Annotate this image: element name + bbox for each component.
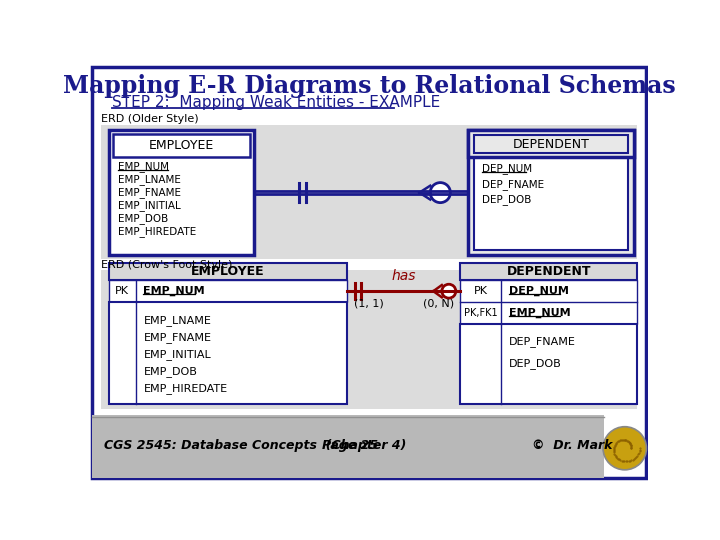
FancyBboxPatch shape (461, 264, 637, 280)
Text: EMP_INITIAL: EMP_INITIAL (118, 200, 181, 211)
Text: PK: PK (114, 286, 129, 296)
Text: (0, N): (0, N) (423, 299, 454, 309)
FancyBboxPatch shape (101, 125, 637, 259)
Text: DEP_FNAME: DEP_FNAME (482, 179, 544, 190)
Text: ERD (Crow's Foot Style): ERD (Crow's Foot Style) (101, 260, 233, 270)
FancyBboxPatch shape (474, 135, 628, 153)
FancyBboxPatch shape (468, 130, 634, 255)
Text: DEP_NUM: DEP_NUM (508, 286, 568, 296)
Text: EMP_DOB: EMP_DOB (118, 213, 168, 224)
FancyBboxPatch shape (461, 280, 637, 323)
Circle shape (431, 183, 451, 202)
FancyBboxPatch shape (109, 280, 347, 302)
Text: DEPENDENT: DEPENDENT (513, 138, 590, 151)
Text: EMP_HIREDATE: EMP_HIREDATE (118, 226, 196, 238)
FancyBboxPatch shape (461, 323, 637, 403)
Text: EMP_NUM: EMP_NUM (508, 308, 570, 318)
Text: ©  Dr. Mark: © Dr. Mark (532, 440, 612, 453)
Text: Page 25: Page 25 (322, 440, 378, 453)
FancyBboxPatch shape (109, 302, 347, 403)
Text: (1, 1): (1, 1) (354, 299, 384, 309)
Text: DEPENDENT: DEPENDENT (507, 266, 591, 279)
Text: EMP_NUM: EMP_NUM (118, 161, 169, 172)
Text: DEP_DOB: DEP_DOB (508, 358, 562, 369)
Text: EMP_INITIAL: EMP_INITIAL (143, 349, 211, 360)
FancyBboxPatch shape (474, 136, 628, 249)
Text: EMPLOYEE: EMPLOYEE (191, 266, 265, 279)
Text: CGS 2545: Database Concepts  (Chapter 4): CGS 2545: Database Concepts (Chapter 4) (104, 440, 406, 453)
Text: EMP_DOB: EMP_DOB (143, 366, 197, 377)
Text: DEP_FNAME: DEP_FNAME (508, 336, 575, 347)
Text: EMP_FNAME: EMP_FNAME (118, 187, 181, 198)
Text: PK,FK1: PK,FK1 (464, 308, 498, 318)
Text: Mapping E-R Diagrams to Relational Schemas: Mapping E-R Diagrams to Relational Schem… (63, 75, 675, 98)
Text: ERD (Older Style): ERD (Older Style) (101, 114, 199, 124)
Text: EMP_HIREDATE: EMP_HIREDATE (143, 383, 228, 394)
Text: EMP_FNAME: EMP_FNAME (143, 332, 212, 343)
Text: DEP_DOB: DEP_DOB (482, 194, 531, 205)
Text: EMPLOYEE: EMPLOYEE (149, 139, 214, 152)
FancyBboxPatch shape (109, 264, 347, 280)
Text: STEP 2:  Mapping Weak Entities - EXAMPLE: STEP 2: Mapping Weak Entities - EXAMPLE (112, 95, 440, 110)
Text: EMP_LNAME: EMP_LNAME (143, 315, 212, 326)
Text: DEP_NUM: DEP_NUM (482, 163, 532, 174)
Circle shape (603, 427, 647, 470)
FancyBboxPatch shape (109, 130, 254, 255)
Text: EMP_NUM: EMP_NUM (143, 286, 205, 296)
FancyBboxPatch shape (468, 130, 634, 157)
Text: has: has (392, 269, 416, 283)
FancyBboxPatch shape (92, 415, 604, 478)
FancyBboxPatch shape (101, 271, 637, 409)
Circle shape (442, 284, 456, 298)
Text: PK: PK (474, 286, 487, 296)
Text: EMP_LNAME: EMP_LNAME (118, 174, 181, 185)
FancyBboxPatch shape (113, 134, 250, 157)
